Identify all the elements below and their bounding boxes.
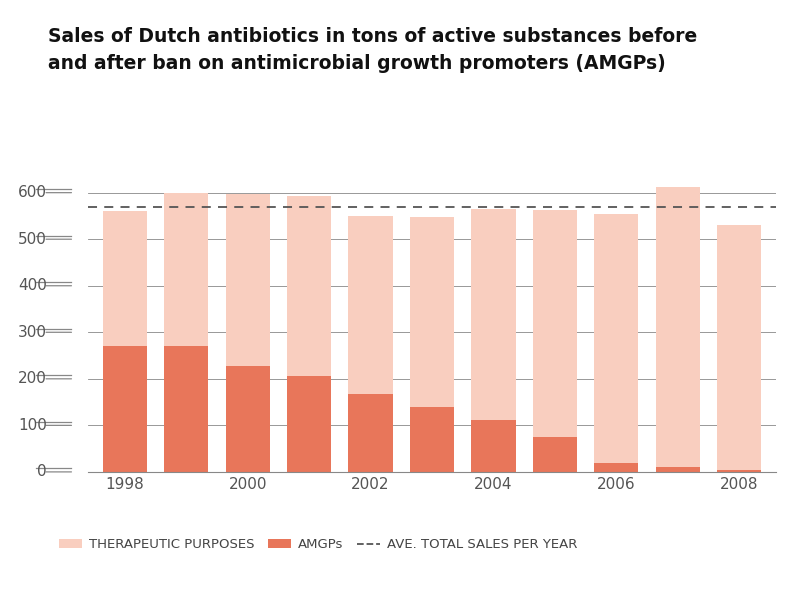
Bar [594,463,638,472]
Bar [410,407,454,472]
Text: 100: 100 [18,418,46,433]
Bar [349,394,393,472]
Bar [656,467,700,472]
Bar [533,211,577,437]
Text: 600: 600 [18,185,46,200]
Legend: THERAPEUTIC PURPOSES, AMGPs, AVE. TOTAL SALES PER YEAR: THERAPEUTIC PURPOSES, AMGPs, AVE. TOTAL … [54,533,582,557]
Bar [656,187,700,467]
Bar [471,420,515,472]
Text: Sales of Dutch antibiotics in tons of active substances before: Sales of Dutch antibiotics in tons of ac… [48,27,698,46]
Bar [717,225,762,469]
Text: 200: 200 [18,371,46,387]
Bar [102,346,147,472]
Bar [226,194,270,366]
Bar [164,192,208,346]
Bar [594,214,638,463]
Text: 300: 300 [18,325,46,340]
Text: and after ban on antimicrobial growth promoters (AMGPs): and after ban on antimicrobial growth pr… [48,54,666,73]
Text: 500: 500 [18,232,46,247]
Text: 400: 400 [18,278,46,293]
Bar [717,469,762,472]
Bar [410,217,454,407]
Bar [287,376,331,472]
Bar [164,346,208,472]
Bar [533,437,577,472]
Text: 0: 0 [37,465,46,479]
Bar [226,366,270,472]
Bar [471,209,515,420]
Bar [102,211,147,346]
Bar [349,216,393,394]
Bar [287,197,331,376]
